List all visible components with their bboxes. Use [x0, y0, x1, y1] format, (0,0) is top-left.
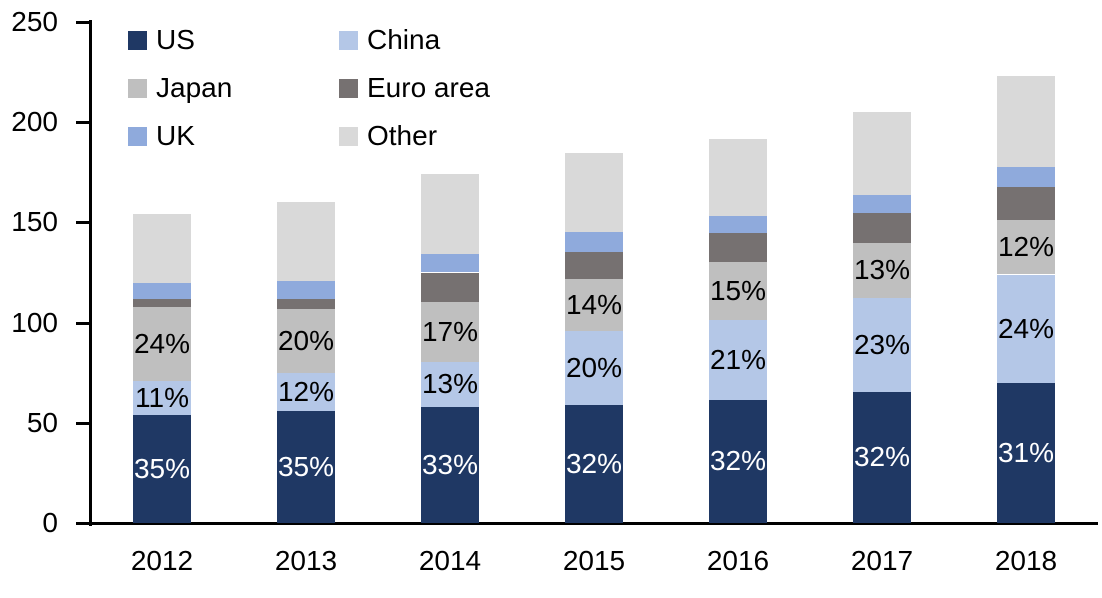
bar-segment-euro-area — [133, 298, 191, 307]
bar-value-label-us: 31% — [997, 436, 1055, 468]
y-tick-label: 250 — [11, 6, 58, 37]
y-tick-mark — [76, 121, 89, 125]
bar-segment-other — [709, 139, 767, 217]
bar-segment-uk — [277, 280, 335, 299]
bar-segment-other — [997, 76, 1055, 168]
y-tick-mark — [76, 522, 89, 525]
bar-value-label-us: 32% — [853, 441, 911, 473]
bar-segment-us — [277, 410, 335, 523]
bar-segment-china — [277, 372, 335, 411]
y-tick-mark — [76, 221, 89, 225]
bar-segment-us — [997, 382, 1055, 523]
bar-value-label-us: 35% — [277, 450, 335, 482]
bar-segment-other — [277, 202, 335, 281]
bar-segment-uk — [997, 167, 1055, 188]
bar-segment-other — [853, 112, 911, 196]
bar-value-label-us: 32% — [565, 447, 623, 479]
y-tick-mark — [76, 421, 89, 425]
bar-segment-china — [421, 361, 479, 407]
bar-segment-euro-area — [997, 187, 1055, 221]
y-tick-mark — [76, 321, 89, 325]
bar-segment-china — [133, 380, 191, 415]
bar-segment-other — [565, 153, 623, 233]
bar-segment-uk — [133, 282, 191, 299]
bar-segment-japan — [997, 220, 1055, 275]
bar-value-label-china: 23% — [853, 328, 911, 360]
bar-value-label-us: 33% — [421, 448, 479, 480]
bar-segment-china — [997, 274, 1055, 383]
bar-segment-japan — [565, 278, 623, 331]
y-tick-label: 100 — [11, 306, 58, 338]
bar-value-label-china: 12% — [277, 375, 335, 407]
y-tick-mark — [76, 21, 89, 24]
bar-value-label-china: 21% — [709, 343, 767, 375]
bar-segment-uk — [709, 216, 767, 234]
bar-segment-euro-area — [853, 213, 911, 244]
x-tick-label: 2016 — [706, 545, 770, 576]
bar-value-label-japan: 14% — [565, 288, 623, 320]
x-tick-label: 2017 — [850, 545, 914, 576]
bar-segment-japan — [853, 243, 911, 298]
bar-value-label-china: 11% — [135, 381, 189, 413]
bar-segment-us — [853, 391, 911, 523]
bar-segment-japan — [421, 301, 479, 362]
bar-segment-uk — [853, 195, 911, 214]
bar-segment-japan — [277, 308, 335, 373]
bar-value-label-japan: 24% — [133, 327, 191, 359]
x-tick-label: 2012 — [130, 545, 194, 576]
bar-value-label-japan: 15% — [709, 275, 767, 307]
bar-value-label-japan: 12% — [997, 231, 1055, 263]
bar-segment-japan — [709, 262, 767, 320]
bar-value-label-china: 13% — [421, 368, 479, 400]
x-tick-label: 2013 — [274, 545, 338, 576]
y-axis-line — [89, 20, 92, 526]
x-tick-label: 2014 — [418, 545, 482, 576]
x-tick-label: 2015 — [562, 545, 626, 576]
bar-value-label-japan: 13% — [853, 254, 911, 286]
bar-segment-us — [421, 406, 479, 523]
bar-segment-euro-area — [709, 233, 767, 263]
bar-segment-china — [709, 319, 767, 400]
y-tick-label: 50 — [26, 406, 58, 438]
y-tick-label: 0 — [42, 507, 58, 538]
bar-value-label-china: 20% — [565, 351, 623, 383]
x-tick-label: 2018 — [994, 545, 1058, 576]
bar-value-label-japan: 17% — [421, 315, 479, 347]
bar-segment-us — [133, 414, 191, 523]
bar-segment-uk — [421, 254, 479, 273]
x-axis-line — [84, 522, 1098, 525]
bar-segment-euro-area — [421, 272, 479, 302]
bar-segment-other — [133, 214, 191, 283]
bar-value-label-china: 24% — [997, 312, 1055, 344]
bar-value-label-us: 35% — [133, 452, 191, 484]
bar-segment-us — [565, 404, 623, 523]
bar-segment-china — [853, 297, 911, 392]
y-tick-label: 200 — [11, 106, 58, 138]
bar-segment-japan — [133, 306, 191, 381]
bar-segment-euro-area — [565, 252, 623, 279]
bar-segment-euro-area — [277, 298, 335, 309]
bar-segment-china — [565, 330, 623, 405]
bar-segment-other — [421, 174, 479, 255]
bar-segment-us — [709, 399, 767, 523]
y-tick-label: 150 — [11, 206, 58, 238]
bar-value-label-us: 32% — [709, 445, 767, 477]
bar-value-label-japan: 20% — [277, 324, 335, 356]
bar-segment-uk — [565, 232, 623, 253]
